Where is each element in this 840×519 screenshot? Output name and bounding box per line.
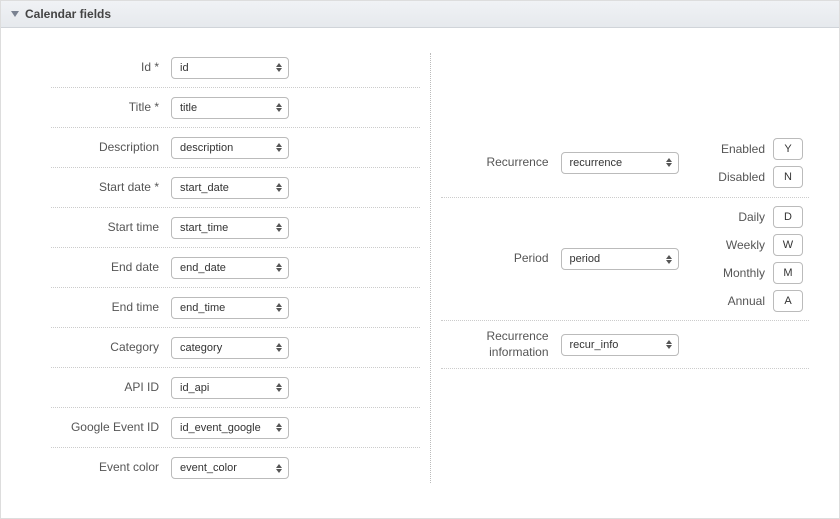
field-row-category: Category category — [51, 328, 420, 368]
select-value: recurrence — [570, 157, 623, 169]
field-row-api-id: API ID id_api — [51, 368, 420, 408]
select-arrows-icon — [276, 423, 282, 432]
panel-body: Id * id Title * title Description descri… — [1, 28, 839, 518]
field-row-recur-info: Recurrence information recur_info — [441, 321, 810, 369]
select-value: start_date — [180, 182, 229, 194]
select-arrows-icon — [276, 103, 282, 112]
field-row-id: Id * id — [51, 48, 420, 88]
field-row-recurrence: Recurrence recurrence Enabled Y Disabled… — [441, 128, 810, 198]
field-label: Description — [51, 140, 171, 156]
field-label: Period — [441, 251, 561, 267]
option-row: Monthly M — [723, 262, 803, 284]
option-code-monthly[interactable]: M — [773, 262, 803, 284]
select-start-time[interactable]: start_time — [171, 217, 289, 239]
option-row: Annual A — [728, 290, 803, 312]
select-title[interactable]: title — [171, 97, 289, 119]
field-row-event-color: Event color event_color — [51, 448, 420, 488]
option-label: Enabled — [721, 142, 765, 156]
select-start-date[interactable]: start_date — [171, 177, 289, 199]
field-label: Start time — [51, 220, 171, 236]
field-label: Google Event ID — [51, 420, 171, 436]
select-event-color[interactable]: event_color — [171, 457, 289, 479]
panel-title: Calendar fields — [25, 7, 111, 21]
field-row-start-date: Start date * start_date — [51, 168, 420, 208]
option-label: Disabled — [718, 170, 765, 184]
field-row-end-time: End time end_time — [51, 288, 420, 328]
select-value: id_api — [180, 382, 209, 394]
select-arrows-icon — [666, 158, 672, 167]
select-api-id[interactable]: id_api — [171, 377, 289, 399]
field-row-google-event-id: Google Event ID id_event_google — [51, 408, 420, 448]
select-arrows-icon — [276, 223, 282, 232]
select-value: start_time — [180, 222, 228, 234]
select-period[interactable]: period — [561, 248, 679, 270]
field-label: Recurrence — [441, 155, 561, 171]
option-code-enabled[interactable]: Y — [773, 138, 803, 160]
option-label: Monthly — [723, 266, 765, 280]
field-row-period: Period period Daily D Weekly W Monthl — [441, 198, 810, 321]
left-column: Id * id Title * title Description descri… — [11, 48, 430, 488]
select-category[interactable]: category — [171, 337, 289, 359]
select-value: end_date — [180, 262, 226, 274]
select-arrows-icon — [276, 183, 282, 192]
select-value: category — [180, 342, 222, 354]
select-value: end_time — [180, 302, 225, 314]
panel-header[interactable]: Calendar fields — [1, 1, 839, 28]
collapse-icon — [11, 11, 19, 17]
right-column: Recurrence recurrence Enabled Y Disabled… — [431, 48, 830, 488]
field-label: Recurrence information — [441, 329, 561, 360]
option-code-disabled[interactable]: N — [773, 166, 803, 188]
select-value: id — [180, 62, 189, 74]
field-label: Id * — [51, 60, 171, 76]
option-row: Daily D — [738, 206, 803, 228]
field-label: Start date * — [51, 180, 171, 196]
select-arrows-icon — [276, 303, 282, 312]
select-arrows-icon — [666, 340, 672, 349]
field-label: Event color — [51, 460, 171, 476]
field-label: API ID — [51, 380, 171, 396]
field-row-description: Description description — [51, 128, 420, 168]
field-row-end-date: End date end_date — [51, 248, 420, 288]
option-label: Annual — [728, 294, 765, 308]
option-code-daily[interactable]: D — [773, 206, 803, 228]
option-row: Enabled Y — [721, 138, 803, 160]
field-label: End time — [51, 300, 171, 316]
select-recur-info[interactable]: recur_info — [561, 334, 679, 356]
select-value: id_event_google — [180, 422, 261, 434]
recurrence-options: Enabled Y Disabled N — [718, 138, 809, 188]
field-label: End date — [51, 260, 171, 276]
select-google-event-id[interactable]: id_event_google — [171, 417, 289, 439]
select-arrows-icon — [666, 255, 672, 264]
select-end-time[interactable]: end_time — [171, 297, 289, 319]
field-label: Title * — [51, 100, 171, 116]
field-label: Category — [51, 340, 171, 356]
select-id[interactable]: id — [171, 57, 289, 79]
select-arrows-icon — [276, 263, 282, 272]
empty-row — [441, 369, 810, 389]
option-code-weekly[interactable]: W — [773, 234, 803, 256]
select-description[interactable]: description — [171, 137, 289, 159]
field-row-title: Title * title — [51, 88, 420, 128]
select-arrows-icon — [276, 464, 282, 473]
option-label: Weekly — [726, 238, 765, 252]
select-value: event_color — [180, 462, 237, 474]
select-value: description — [180, 142, 233, 154]
option-code-annual[interactable]: A — [773, 290, 803, 312]
select-arrows-icon — [276, 383, 282, 392]
calendar-fields-panel: Calendar fields Id * id Title * title De… — [0, 0, 840, 519]
field-row-start-time: Start time start_time — [51, 208, 420, 248]
select-arrows-icon — [276, 343, 282, 352]
select-end-date[interactable]: end_date — [171, 257, 289, 279]
select-arrows-icon — [276, 143, 282, 152]
option-row: Disabled N — [718, 166, 803, 188]
period-options: Daily D Weekly W Monthly M Annual A — [723, 206, 809, 312]
select-recurrence[interactable]: recurrence — [561, 152, 679, 174]
select-arrows-icon — [276, 63, 282, 72]
select-value: recur_info — [570, 339, 619, 351]
option-row: Weekly W — [726, 234, 803, 256]
option-label: Daily — [738, 210, 765, 224]
select-value: title — [180, 102, 197, 114]
select-value: period — [570, 253, 601, 265]
